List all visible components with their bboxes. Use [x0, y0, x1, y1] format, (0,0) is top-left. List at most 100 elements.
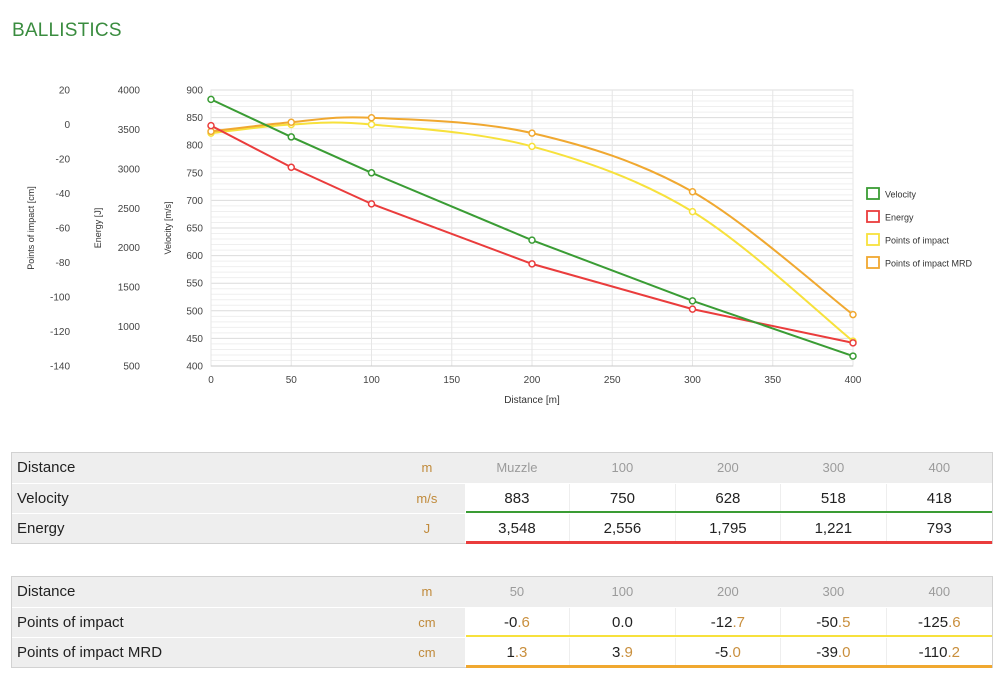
page-title: BALLISTICS — [12, 20, 122, 41]
row-unit: J — [423, 521, 431, 536]
y-tick-label: -120 — [50, 327, 70, 338]
header-cell: 50 — [464, 577, 570, 607]
value-frac: .7 — [732, 614, 745, 631]
value-int: -50 — [816, 614, 838, 631]
energy-legend-swatch — [866, 210, 880, 223]
value-int: -12 — [710, 614, 733, 631]
x-tick-label: 150 — [443, 375, 460, 386]
y-tick-label: -140 — [50, 362, 70, 373]
value-cell: -125.6 — [886, 608, 993, 637]
header-cell: 200 — [675, 577, 781, 607]
y-tick-label: 500 — [186, 306, 203, 317]
y-tick-label: 900 — [186, 86, 203, 97]
y-tick-label: -20 — [56, 155, 71, 166]
energy-legend-label: Energy — [885, 213, 914, 223]
row-label: Distance — [17, 583, 76, 600]
energy-underline — [466, 541, 992, 544]
row-unit: cm — [418, 645, 436, 660]
y-tick-label: 550 — [186, 279, 203, 290]
row-unit: m — [421, 460, 433, 475]
velocity-point — [207, 95, 215, 104]
energy-point — [688, 305, 697, 313]
value-frac: .5 — [837, 614, 851, 631]
y-tick-label: -100 — [50, 293, 70, 304]
velocity-legend-swatch — [866, 187, 880, 200]
table-row-energy: Energy J 3,548 2,556 1,795 1,221 793 — [12, 513, 993, 544]
y-tick-label: -40 — [56, 189, 71, 200]
value-frac: .2 — [947, 644, 961, 661]
velocity-underline — [466, 511, 992, 514]
value-frac: .6 — [948, 614, 961, 631]
y-tick-label: 4000 — [118, 86, 141, 97]
points-of-impact-underline — [466, 635, 992, 638]
x-tick-label: 200 — [524, 375, 541, 386]
x-tick-label: 250 — [604, 375, 621, 386]
y-tick-label: -60 — [56, 224, 71, 235]
points-of-impact-mrd-legend-label: Points of impact MRD — [885, 259, 973, 269]
points-of-impact-legend-swatch — [866, 233, 880, 246]
value-cell: 3,548 — [464, 514, 570, 543]
value-cell: 0.0 — [570, 608, 675, 637]
energy-point — [849, 339, 857, 347]
velocity-line — [210, 98, 854, 358]
value-cell: 1,795 — [675, 514, 781, 543]
y-tick-label: 650 — [186, 224, 203, 235]
y-tick-label: -80 — [56, 258, 71, 269]
y-axis-title: Energy [J] — [93, 208, 103, 249]
header-cell: 100 — [570, 577, 675, 607]
row-unit: cm — [418, 615, 436, 630]
row-unit: m — [421, 584, 433, 599]
x-tick-label: 100 — [363, 375, 380, 386]
value-cell: 750 — [570, 484, 675, 513]
value-frac: .3 — [514, 644, 528, 661]
y-tick-label: 3000 — [118, 164, 141, 175]
value-frac: .9 — [620, 644, 633, 661]
table-row-points-of-impact: Points of impact cm -0.6 0.0 -12.7 -50.5… — [12, 607, 993, 638]
y-tick-label: 600 — [186, 251, 203, 262]
header-cell: 400 — [886, 577, 993, 607]
velocity-point — [849, 352, 857, 360]
y-tick-label: 1000 — [118, 322, 141, 333]
value-int: -5 — [714, 644, 729, 661]
points-of-impact-mrd-point — [849, 310, 857, 319]
header-cell: 300 — [781, 577, 886, 607]
value-cell: -0.6 — [464, 608, 570, 637]
x-axis-title: Distance [m] — [504, 395, 560, 406]
energy-point — [528, 260, 536, 268]
y-tick-label: 800 — [186, 141, 203, 152]
value-int: -125 — [918, 614, 949, 631]
value-cell: 1,221 — [781, 514, 886, 543]
y-tick-label: 2500 — [118, 204, 141, 215]
value-cell: 2,556 — [570, 514, 675, 543]
table-header-row: Distance m 50 100 200 300 400 — [12, 577, 993, 607]
y-tick-label: 3500 — [118, 125, 141, 136]
row-label: Points of impact — [17, 614, 124, 631]
value-frac: .0 — [837, 644, 851, 661]
value-frac: .0 — [728, 644, 741, 661]
y-tick-label: 500 — [123, 362, 140, 373]
y-tick-label: 850 — [186, 113, 203, 124]
value-cell: 628 — [675, 484, 781, 513]
points-of-impact-point — [528, 142, 536, 151]
value-cell: -50.5 — [781, 608, 886, 637]
y-tick-label: 20 — [59, 86, 71, 97]
y-tick-label: 0 — [64, 120, 70, 131]
velocity-point — [528, 236, 536, 244]
table-header-row: Distance m Muzzle 100 200 300 400 — [12, 453, 993, 483]
y-tick-label: 450 — [186, 334, 203, 345]
points-of-impact-mrd-underline — [466, 665, 992, 668]
x-tick-label: 350 — [764, 375, 781, 386]
energy-point — [287, 163, 295, 172]
value-cell: 3.9 — [570, 638, 675, 667]
x-tick-label: 0 — [208, 375, 214, 386]
x-tick-label: 300 — [684, 375, 701, 386]
y-axis-title: Points of impact [cm] — [26, 186, 36, 270]
points-of-impact-mrd-point — [688, 188, 697, 196]
row-unit: m/s — [416, 491, 438, 506]
value-cell: 793 — [886, 514, 993, 543]
value-cell: -39.0 — [781, 638, 886, 667]
points-of-impact-legend-label: Points of impact — [885, 236, 950, 246]
value-int: -39 — [816, 644, 838, 661]
energy-point — [367, 200, 376, 208]
